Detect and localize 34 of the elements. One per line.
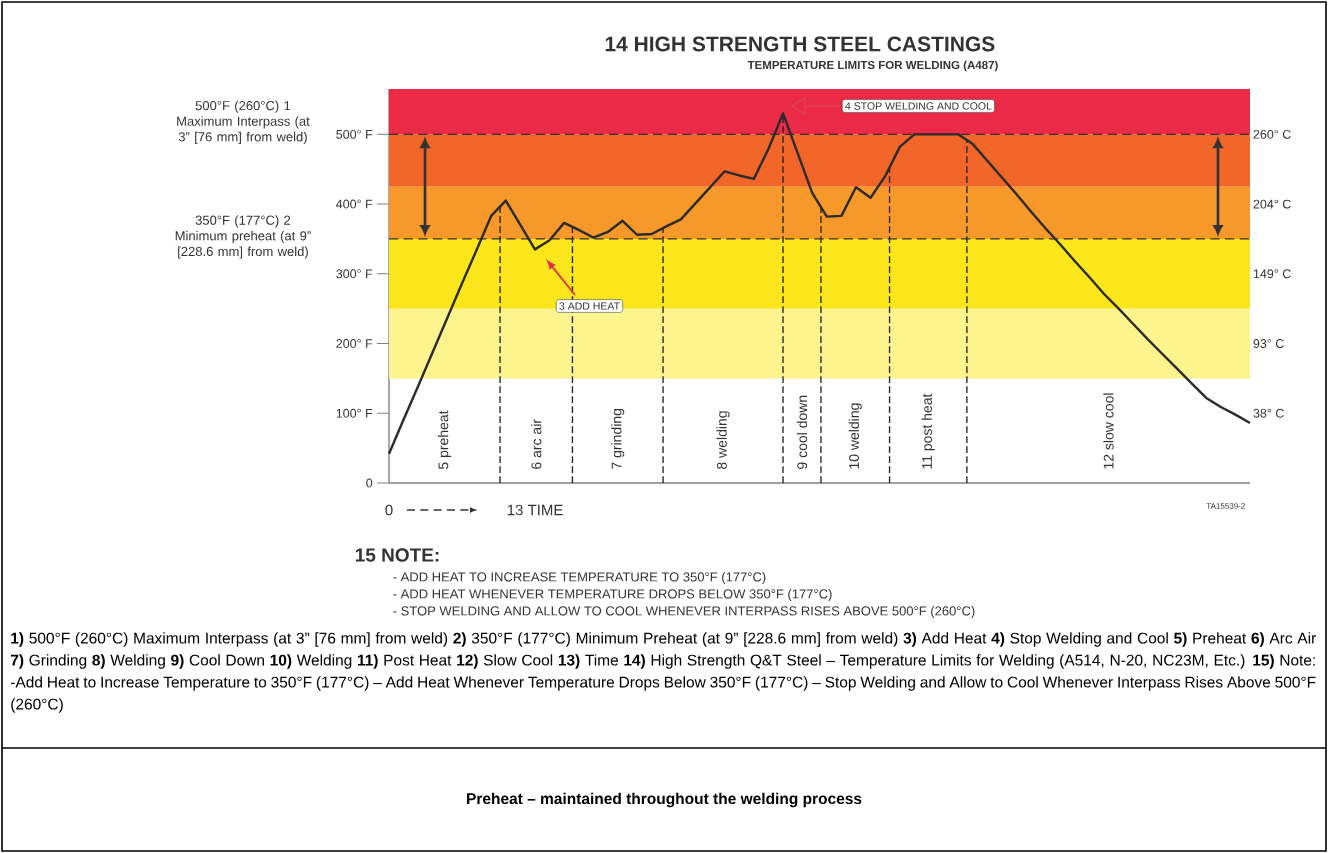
x-axis-title: 13 TIME <box>507 504 563 516</box>
y-tick-label: 200° F <box>336 339 373 348</box>
annotation: 5 preheat <box>438 410 452 470</box>
annotation: 4 STOP WELDING AND COOL <box>845 102 992 110</box>
text: - ADD HEAT WHENEVER TEMPERATURE DROPS BELOW 350°F (177°C) <box>393 588 832 602</box>
annotation: 10 welding <box>848 403 862 469</box>
annotation: 9 cool down <box>796 395 808 469</box>
y-tick-label: 0 <box>366 478 373 488</box>
y2-tick-label: 149° C <box>1253 269 1291 279</box>
y-tick-label: 400° F <box>336 199 373 209</box>
annotation: 6 arc air <box>531 419 542 469</box>
y-tick-label: 500° F <box>336 129 373 139</box>
y-tick-label: 100° F <box>336 408 373 418</box>
y2-tick-label: 93° C <box>1253 339 1284 348</box>
text: 1) 500°F (260°C) Maximum Interpass (at 3” [76 mm] from weld) 2) 350°F (177°C) Minimum Preheat (at 9” [228.6 mm] from weld) 3) Add Heat 4) Stop Welding and Cool 5) Preheat 6) Arc Air 7) Grinding 8) Welding 9) Cool Down 10) Welding 11) Post Heat 12) Slow Cool 13) Time 14) High Strength Q&T Steel – Temperature Limits for Welding (A514, N-20, NC23M, Etc.) 15) Note: -Add Heat to Increase Temperature to 350°F (177°C) – Add Heat Whenever Temperature Drops Below 350°F (177°C) – Stop Welding and Allow to Cool Whenever Interpass Rises Above 500°F (260°C) <box>10 632 1316 713</box>
chart-title: 14 HIGH STRENGTH STEEL CASTINGS <box>605 36 995 52</box>
y2-tick-label: 204° C <box>1253 199 1291 209</box>
text: TA15539-2 <box>1206 503 1245 509</box>
y2-tick-label: 38° C <box>1253 408 1284 418</box>
y-tick-label: 300° F <box>336 269 373 279</box>
text: 0 <box>385 504 393 516</box>
text: 15 NOTE: <box>355 548 439 562</box>
annotation: 12 slow cool <box>1103 393 1114 469</box>
text: - STOP WELDING AND ALLOW TO COOL WHENEVER INTERPASS RISES ABOVE 500°F (260°C) <box>393 605 975 619</box>
text: - ADD HEAT TO INCREASE TEMPERATURE TO 350°F (177°C) <box>393 571 766 585</box>
y2-tick-label: 260° C <box>1253 129 1291 139</box>
text: Preheat – maintained throughout the welding process <box>467 792 862 808</box>
chart-subtitle: TEMPERATURE LIMITS FOR WELDING (A487) <box>747 60 998 72</box>
text: 350°F (177°C) 2 Minimum preheat (at 9” [228.6 mm] from weld) <box>175 215 311 259</box>
annotation: 3 ADD HEAT <box>559 302 620 310</box>
text: 500°F (260°C) 1 Maximum Interpass (at 3” [76 mm] from weld) <box>177 100 310 144</box>
annotation: 7 grinding <box>611 409 625 469</box>
annotation: 8 welding <box>716 411 730 469</box>
annotation: 11 post heat <box>921 393 935 469</box>
